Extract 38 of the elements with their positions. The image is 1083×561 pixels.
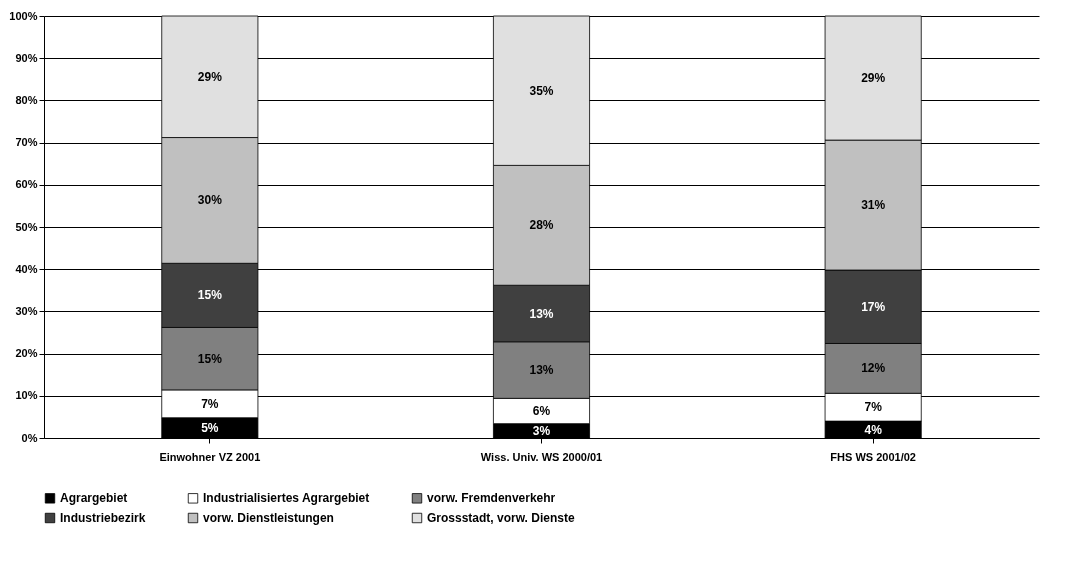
y-tick-label: 0% [21, 431, 38, 444]
y-tick-label: 60% [15, 178, 38, 191]
y-tick-label: 90% [15, 51, 38, 64]
legend-label: vorw. Dienstleistungen [203, 511, 334, 525]
data-label: 6% [532, 403, 551, 418]
data-label: 35% [529, 83, 554, 98]
data-label: 3% [532, 423, 551, 438]
y-tick-label: 40% [15, 262, 38, 275]
y-tick-label: 20% [15, 347, 38, 360]
data-label: 5% [201, 420, 219, 435]
data-label: 4% [864, 422, 883, 437]
x-tick-label: Einwohner VZ 2001 [159, 450, 261, 463]
data-label: 15% [197, 288, 223, 303]
y-tick-label: 10% [15, 389, 38, 402]
data-label: 13% [529, 363, 554, 378]
data-label: 29% [861, 71, 886, 86]
legend-label: Grossstadt, vorw. Dienste [427, 511, 575, 525]
data-label: 15% [197, 351, 223, 366]
legend-label: Industrialisiertes Agrargebiet [203, 491, 370, 506]
data-label: 28% [529, 218, 554, 233]
data-label: 31% [861, 198, 886, 213]
data-label: 7% [864, 400, 883, 415]
legend-label: Industriebezirk [60, 511, 146, 525]
y-tick-label: 100% [9, 9, 38, 22]
legend-label: vorw. Fremdenverkehr [427, 491, 556, 506]
data-label: 29% [197, 69, 223, 84]
y-tick-label: 70% [15, 136, 38, 149]
data-label: 13% [529, 306, 554, 321]
data-label: 7% [201, 396, 219, 411]
data-label: 17% [861, 299, 886, 314]
legend-label: Agrargebiet [60, 491, 128, 506]
data-label: 12% [861, 361, 886, 376]
y-tick-label: 50% [15, 220, 38, 233]
y-tick-label: 30% [15, 304, 38, 317]
x-tick-label: FHS WS 2001/02 [830, 450, 916, 463]
y-tick-label: 80% [15, 93, 38, 106]
data-label: 30% [197, 193, 223, 208]
x-tick-label: Wiss. Univ. WS 2000/01 [480, 450, 603, 463]
